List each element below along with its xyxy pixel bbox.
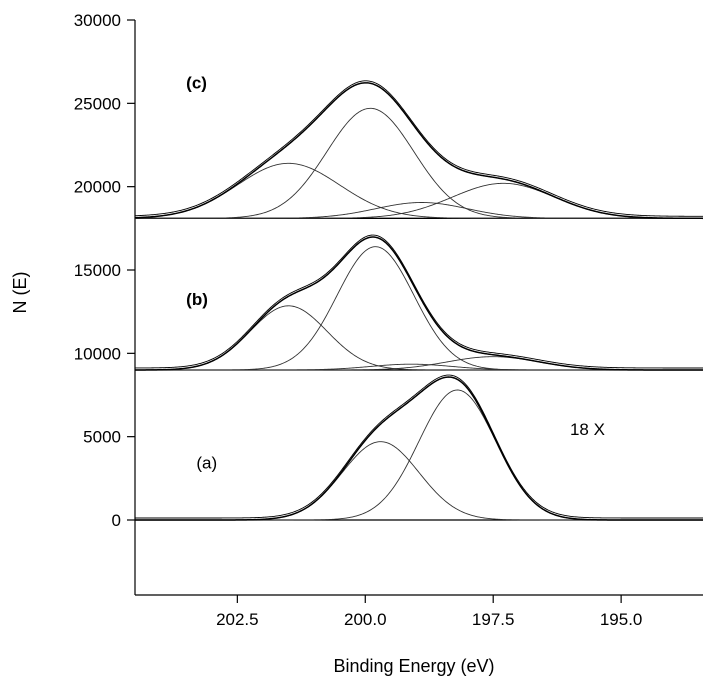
y-tick-label: 0 xyxy=(112,511,121,530)
x-tick-label: 200.0 xyxy=(344,610,387,629)
fit-envelope xyxy=(135,374,703,519)
x-tick-label: 202.5 xyxy=(216,610,259,629)
fit-envelope xyxy=(134,80,703,217)
annotation-label: (b) xyxy=(186,290,208,309)
fit-component xyxy=(135,441,703,521)
y-tick-label: 25000 xyxy=(74,94,121,113)
y-tick-label: 5000 xyxy=(83,428,121,447)
annotation-label: (c) xyxy=(186,73,207,92)
y-tick-label: 15000 xyxy=(74,261,121,280)
y-tick-label: 20000 xyxy=(74,178,121,197)
annotation-label: (a) xyxy=(196,453,217,472)
fit-envelope xyxy=(134,82,703,220)
y-tick-label: 10000 xyxy=(74,344,121,363)
fit-envelope xyxy=(135,234,703,369)
annotations: (c) (b) (a) 18 X xyxy=(186,73,605,472)
annotation-label: 18 X xyxy=(570,420,605,439)
fit-envelopes xyxy=(134,80,703,521)
fit-component xyxy=(135,246,703,371)
fit-component xyxy=(135,107,703,219)
y-tick-label: 30000 xyxy=(74,11,121,30)
fit-components xyxy=(134,107,703,521)
fit-component xyxy=(135,305,703,371)
y-axis-title: N (E) xyxy=(10,272,30,314)
x-tick-label: 195.0 xyxy=(600,610,643,629)
x-axis-title: Binding Energy (eV) xyxy=(333,656,494,676)
x-axis-ticks: 202.5 200.0 197.5 195.0 xyxy=(216,595,642,629)
fit-component xyxy=(135,389,703,521)
fit-envelope xyxy=(135,236,703,371)
axes xyxy=(134,20,703,596)
x-tick-label: 197.5 xyxy=(472,610,515,629)
y-axis-ticks: 0 5000 10000 15000 20000 25000 30000 xyxy=(74,11,135,530)
fit-component xyxy=(134,162,703,219)
fit-envelope xyxy=(135,376,703,521)
